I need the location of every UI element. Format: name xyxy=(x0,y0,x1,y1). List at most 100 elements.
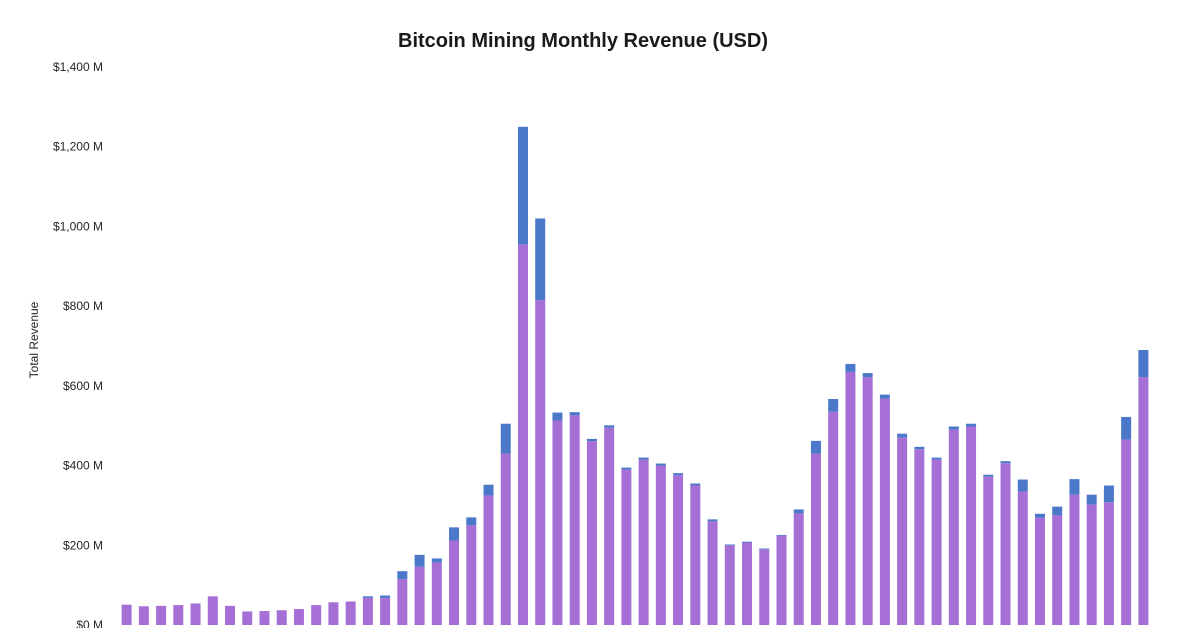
bar-segment-transaction-fees xyxy=(810,440,821,454)
bar-segment-transaction-fees xyxy=(759,548,770,550)
bar-segment-transaction-fees xyxy=(983,474,994,477)
bar-segment-block-rewards xyxy=(156,605,167,625)
bar-segment-block-rewards xyxy=(724,545,735,625)
bar-segment-transaction-fees xyxy=(862,373,873,378)
bar-segment-transaction-fees xyxy=(1034,513,1045,518)
bar-segment-transaction-fees xyxy=(1138,349,1149,378)
bar-segment-transaction-fees xyxy=(483,484,494,496)
bar-segment-block-rewards xyxy=(914,449,925,625)
y-tick-label: $1,000 M xyxy=(53,219,103,233)
bar-segment-block-rewards xyxy=(1121,439,1132,625)
bar-segment-block-rewards xyxy=(879,398,890,625)
bar-segment-block-rewards xyxy=(414,566,425,625)
bar-segment-transaction-fees xyxy=(1086,494,1097,505)
bar-segment-block-rewards xyxy=(380,597,391,625)
bar-segment-block-rewards xyxy=(759,549,770,625)
bar-segment-block-rewards xyxy=(1034,517,1045,625)
bar-segment-transaction-fees xyxy=(793,509,804,514)
bar-segment-block-rewards xyxy=(483,495,494,625)
bar-segment-transaction-fees xyxy=(362,596,373,598)
bar-segment-transaction-fees xyxy=(1017,479,1028,492)
bar-segment-transaction-fees xyxy=(948,426,959,430)
bar-segment-block-rewards xyxy=(466,525,477,625)
bar-segment-block-rewards xyxy=(948,429,959,625)
bar-segment-transaction-fees xyxy=(828,399,839,412)
bar-segment-transaction-fees xyxy=(586,438,597,442)
bar-segment-block-rewards xyxy=(793,513,804,625)
bar-segment-block-rewards xyxy=(259,611,270,625)
bar-segment-block-rewards xyxy=(845,371,856,625)
bar-segment-block-rewards xyxy=(500,453,511,625)
bar-segment-block-rewards xyxy=(552,420,563,625)
bar-segment-block-rewards xyxy=(517,244,528,625)
bar-segment-block-rewards xyxy=(293,609,304,625)
bar-segment-transaction-fees xyxy=(724,544,735,546)
bar-segment-block-rewards xyxy=(1000,463,1011,625)
bar-segment-transaction-fees xyxy=(604,425,615,428)
bar-segment-block-rewards xyxy=(638,459,649,625)
bar-segment-transaction-fees xyxy=(1121,416,1132,440)
bar-segment-transaction-fees xyxy=(552,412,563,421)
bar-segment-block-rewards xyxy=(207,596,218,625)
bar-segment-block-rewards xyxy=(190,603,201,625)
bar-segment-transaction-fees xyxy=(707,519,718,522)
bar-segment-transaction-fees xyxy=(1103,485,1114,503)
bar-segment-block-rewards xyxy=(828,411,839,625)
bar-segment-block-rewards xyxy=(604,427,615,625)
bar-segment-block-rewards xyxy=(810,453,821,625)
bar-segment-block-rewards xyxy=(328,602,339,625)
bar-segment-transaction-fees xyxy=(879,394,890,399)
bar-segment-block-rewards xyxy=(362,597,373,625)
bar-segment-block-rewards xyxy=(276,610,287,625)
y-tick-label: $600 M xyxy=(63,379,103,393)
y-axis-label: Total Revenue xyxy=(27,301,41,378)
bar-segment-transaction-fees xyxy=(1069,479,1080,495)
bar-segment-transaction-fees xyxy=(1000,461,1011,464)
bar-segment-block-rewards xyxy=(897,437,908,625)
bar-segment-block-rewards xyxy=(431,562,442,625)
bar-segment-block-rewards xyxy=(535,300,546,625)
bar-segment-block-rewards xyxy=(673,475,684,625)
bar-segment-transaction-fees xyxy=(914,446,925,450)
bar-segment-transaction-fees xyxy=(517,126,528,245)
bar-segment-block-rewards xyxy=(242,611,253,625)
bar-segment-transaction-fees xyxy=(414,554,425,567)
bar-segment-block-rewards xyxy=(449,540,460,625)
y-axis-ticks: $0 M $200 M $400 M $600 M $800 M $1,000 M $1,2… xyxy=(53,60,103,628)
bar-segment-transaction-fees xyxy=(897,433,908,438)
bar-segment-transaction-fees xyxy=(655,463,666,466)
y-tick-label: $400 M xyxy=(63,459,103,473)
y-tick-label: $200 M xyxy=(63,538,103,552)
bar-segment-transaction-fees xyxy=(845,363,856,372)
bar-segment-block-rewards xyxy=(742,542,753,625)
bar-segment-block-rewards xyxy=(569,415,580,625)
y-tick-label: $0 M xyxy=(76,618,103,628)
bar-segment-block-rewards xyxy=(931,459,942,625)
bar-segment-block-rewards xyxy=(690,485,701,625)
chart-title: Bitcoin Mining Monthly Revenue (USD) xyxy=(398,30,768,52)
bar-segment-transaction-fees xyxy=(466,517,477,526)
bar-segment-transaction-fees xyxy=(931,457,942,460)
y-tick-label: $1,400 M xyxy=(53,60,103,74)
bar-segment-block-rewards xyxy=(776,535,787,625)
bar-segment-block-rewards xyxy=(225,605,236,625)
y-tick-label: $1,200 M xyxy=(53,140,103,154)
bar-segment-block-rewards xyxy=(121,604,132,625)
bar-segment-block-rewards xyxy=(173,605,184,625)
bar-segment-block-rewards xyxy=(1086,504,1097,625)
bar-segment-block-rewards xyxy=(1069,494,1080,625)
bar-segment-transaction-fees xyxy=(638,457,649,460)
bar-segment-block-rewards xyxy=(966,426,977,625)
bar-segment-block-rewards xyxy=(138,606,149,625)
bar-segment-block-rewards xyxy=(586,441,597,625)
bar-segment-block-rewards xyxy=(862,377,873,625)
bar-segment-transaction-fees xyxy=(690,483,701,486)
bar-segment-block-rewards xyxy=(1103,502,1114,625)
bar-segment-transaction-fees xyxy=(966,423,977,427)
bars-group xyxy=(121,126,1149,625)
bar-segment-transaction-fees xyxy=(535,218,546,301)
bar-segment-transaction-fees xyxy=(380,595,391,598)
bar-segment-transaction-fees xyxy=(621,467,632,470)
